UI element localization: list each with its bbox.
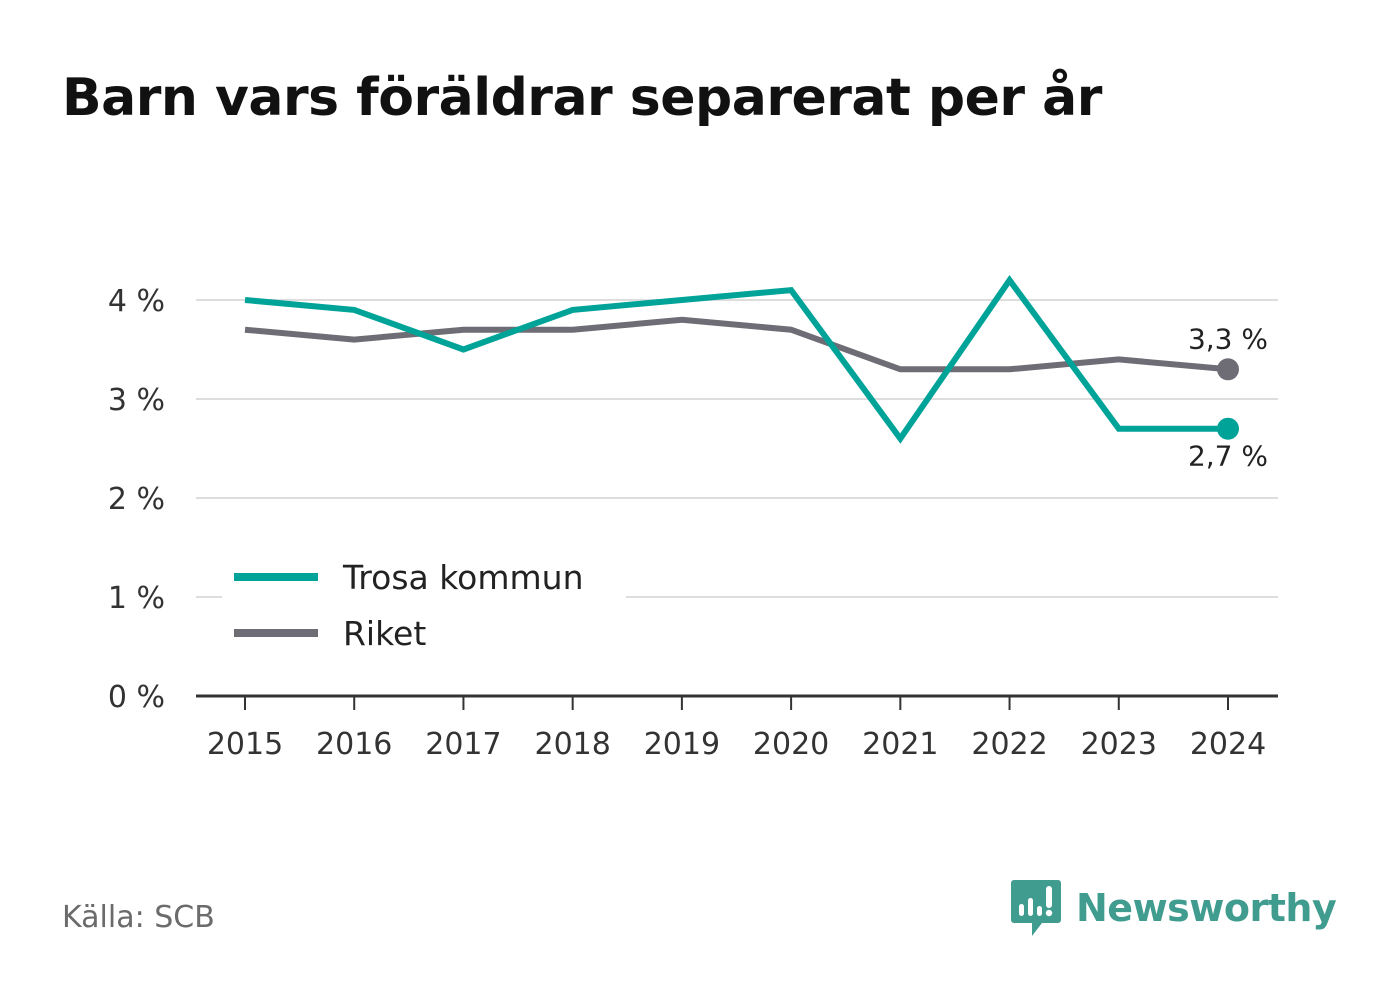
series-line — [244, 316, 1229, 373]
source-label: Källa: SCB — [62, 900, 215, 935]
brand-logo: Newsworthy — [1010, 878, 1337, 938]
y-tick-label: 4 % — [108, 284, 165, 319]
series-lines — [244, 275, 1239, 444]
x-tick-label: 2023 — [1081, 727, 1157, 762]
y-tick-label: 1 % — [108, 581, 165, 616]
legend: Trosa kommun Riket — [222, 550, 626, 668]
legend-label: Riket — [343, 614, 426, 653]
end-value-label: 3,3 % — [1188, 322, 1268, 355]
y-axis-ticks: 0 % 1 % 2 % 3 % 4 % — [108, 284, 165, 715]
x-axis: 2015 2016 2017 2018 2019 2020 2021 2022 2023 2024 — [196, 694, 1278, 762]
x-tick-label: 2015 — [207, 727, 283, 762]
x-tick-label: 2021 — [862, 727, 938, 762]
chart-title: Barn vars föräldrar separerat per år — [62, 68, 1102, 128]
series-end-point — [1217, 358, 1239, 381]
legend-background — [222, 550, 626, 668]
x-tick-label: 2020 — [753, 727, 829, 762]
x-tick-label: 2016 — [316, 727, 392, 762]
series-end-point — [1217, 417, 1239, 440]
legend-label: Trosa kommun — [342, 558, 584, 597]
y-tick-label: 3 % — [108, 383, 165, 418]
x-tick-label: 2024 — [1190, 727, 1266, 762]
x-tick-label: 2019 — [644, 727, 720, 762]
y-tick-label: 2 % — [108, 482, 165, 517]
x-tick-label: 2017 — [425, 727, 501, 762]
series-line — [244, 275, 1228, 444]
end-labels: 2,7 % 3,3 % — [1188, 322, 1268, 472]
x-tick-label: 2018 — [534, 727, 610, 762]
y-tick-label: 0 % — [108, 680, 165, 715]
end-value-label: 2,7 % — [1188, 440, 1268, 473]
newsworthy-logo-icon — [1011, 880, 1061, 936]
x-tick-label: 2022 — [971, 727, 1047, 762]
brand-name: Newsworthy — [1076, 886, 1337, 930]
